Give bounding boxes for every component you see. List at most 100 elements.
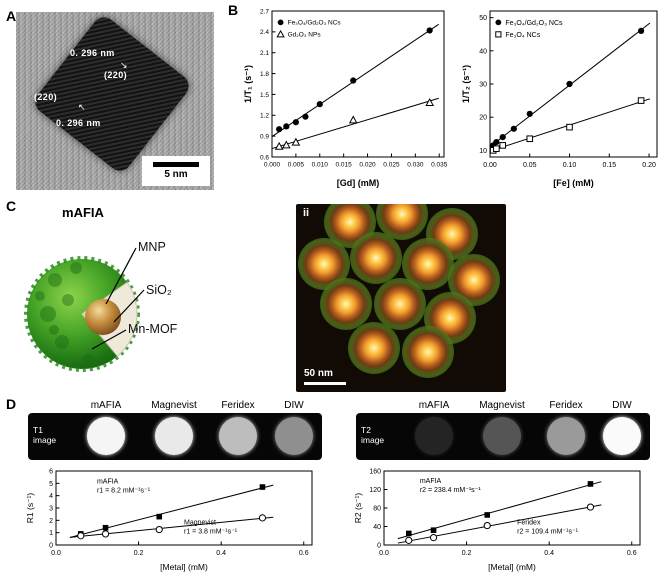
- plane-left-label: (220): [34, 92, 58, 102]
- t1-column-header: Magnevist: [151, 400, 197, 411]
- svg-text:1/T₁ (s⁻¹): 1/T₁ (s⁻¹): [243, 65, 253, 103]
- svg-text:40: 40: [479, 48, 487, 55]
- sio2-pointer-line: [113, 289, 145, 323]
- svg-text:0.020: 0.020: [359, 162, 376, 169]
- t1-column-header: DIW: [284, 400, 304, 411]
- svg-text:6: 6: [49, 469, 53, 476]
- mof-texture: [35, 262, 94, 366]
- svg-text:Magnevist: Magnevist: [184, 519, 216, 526]
- t2-column-header: Feridex: [549, 400, 583, 411]
- tem-image: 0. 296 nm (220) ↘ (220) ↖ 0. 296 nm 5 nm: [16, 12, 214, 190]
- svg-text:Fe₃O₄/Gd₂O₃ NCs: Fe₃O₄/Gd₂O₃ NCs: [288, 20, 342, 27]
- mri-well: [547, 417, 585, 455]
- svg-text:r1 = 3.8 mM⁻¹s⁻¹: r1 = 3.8 mM⁻¹s⁻¹: [184, 528, 238, 535]
- t2-phantom-strip: mAFIA Magnevist Feridex DIW T2 image: [356, 400, 650, 464]
- t2-row-label: T2 image: [361, 425, 385, 446]
- svg-text:10: 10: [479, 148, 487, 155]
- svg-text:0.035: 0.035: [431, 162, 448, 169]
- svg-text:0.010: 0.010: [312, 162, 329, 169]
- schematic-title: mAFIA: [62, 205, 104, 220]
- core-shell-nanoparticle: [320, 278, 372, 330]
- mri-well: [483, 417, 521, 455]
- svg-text:0.00: 0.00: [483, 162, 497, 169]
- micrograph-scale-bar-line: [304, 382, 346, 385]
- t1-phantom-strip: mAFIA Magnevist Feridex DIW T1 image: [28, 400, 322, 464]
- svg-text:Gd₂O₃ NPs: Gd₂O₃ NPs: [288, 32, 322, 39]
- svg-text:mAFIA: mAFIA: [97, 479, 119, 486]
- svg-text:[Metal] (mM): [Metal] (mM): [160, 562, 208, 572]
- svg-text:[Gd] (mM): [Gd] (mM): [337, 178, 380, 188]
- lattice-arrow-icon: ↘: [120, 60, 128, 70]
- mri-well: [275, 417, 313, 455]
- svg-text:0.6: 0.6: [627, 550, 637, 557]
- core-shell-nanoparticle: [402, 326, 454, 378]
- panel-c-label: C: [6, 198, 17, 214]
- svg-text:R1 (s⁻¹): R1 (s⁻¹): [25, 493, 35, 524]
- scale-bar-line: [153, 162, 199, 167]
- svg-text:20: 20: [479, 115, 487, 122]
- svg-text:0.025: 0.025: [383, 162, 400, 169]
- r1-relaxivity-chart: 0.0 0.2 0.4 0.6 0 1 2 3 4 5 6 [Metal] (mM) R1 (s⁻¹) m…: [25, 469, 313, 572]
- svg-text:80: 80: [373, 506, 381, 513]
- mri-well: [219, 417, 257, 455]
- svg-text:mAFIA: mAFIA: [420, 478, 442, 485]
- d-spacing-bottom-label: 0. 296 nm: [56, 118, 101, 128]
- svg-text:3: 3: [49, 506, 53, 513]
- panel-b-label: B: [228, 2, 239, 18]
- svg-text:Feridex: Feridex: [517, 519, 541, 526]
- svg-text:0.005: 0.005: [288, 162, 305, 169]
- panel-a-label: A: [6, 8, 17, 24]
- svg-text:[Metal] (mM): [Metal] (mM): [488, 562, 536, 572]
- t1-row-label: T1 image: [33, 425, 57, 446]
- svg-text:30: 30: [479, 82, 487, 89]
- svg-text:0.4: 0.4: [216, 550, 226, 557]
- svg-text:r1 = 8.2 mM⁻¹s⁻¹: r1 = 8.2 mM⁻¹s⁻¹: [97, 488, 151, 495]
- svg-text:0.6: 0.6: [299, 550, 309, 557]
- svg-text:0.015: 0.015: [336, 162, 353, 169]
- label-sio2: SiO₂: [146, 283, 172, 297]
- mri-well: [87, 417, 125, 455]
- panel-d-label: D: [6, 396, 17, 412]
- svg-text:R2 (s⁻¹): R2 (s⁻¹): [353, 493, 363, 524]
- svg-text:1.5: 1.5: [260, 92, 269, 99]
- svg-text:Fe₃O₄/Gd₂O₃ NCs: Fe₃O₄/Gd₂O₃ NCs: [505, 20, 563, 27]
- mnmof-pointer-line: [91, 329, 127, 350]
- tem-micrograph: ii 50 nm: [296, 204, 506, 392]
- mri-well: [155, 417, 193, 455]
- t1-column-header: Feridex: [221, 400, 255, 411]
- svg-text:0.2: 0.2: [462, 550, 472, 557]
- svg-text:160: 160: [369, 469, 381, 476]
- t2-column-header: mAFIA: [418, 400, 450, 411]
- mnp-pointer-line: [105, 247, 137, 305]
- svg-text:2.1: 2.1: [260, 50, 269, 57]
- svg-text:2.7: 2.7: [260, 8, 269, 15]
- svg-text:r2 = 109.4 mM⁻¹s⁻¹: r2 = 109.4 mM⁻¹s⁻¹: [517, 528, 579, 535]
- lattice-arrow-icon: ↖: [78, 102, 86, 112]
- label-mnp: MNP: [138, 240, 166, 254]
- svg-text:40: 40: [373, 524, 381, 531]
- micrograph-tag: ii: [303, 207, 310, 219]
- svg-text:120: 120: [369, 487, 381, 494]
- svg-text:2: 2: [49, 518, 53, 525]
- svg-text:Fe₃O₄ NCs: Fe₃O₄ NCs: [505, 32, 540, 39]
- svg-text:50: 50: [479, 15, 487, 22]
- svg-text:1: 1: [49, 530, 53, 537]
- svg-text:1.2: 1.2: [260, 113, 269, 120]
- svg-text:0.20: 0.20: [642, 162, 656, 169]
- svg-text:5: 5: [49, 481, 53, 488]
- svg-text:4: 4: [49, 493, 53, 500]
- t1-column-header: mAFIA: [90, 400, 122, 411]
- svg-text:0: 0: [49, 543, 53, 550]
- svg-text:0: 0: [377, 543, 381, 550]
- svg-text:0.10: 0.10: [563, 162, 577, 169]
- plane-top-label: (220): [104, 70, 128, 80]
- t1-mri-image: T1 image: [28, 413, 322, 460]
- core-shell-nanoparticle: [348, 322, 400, 374]
- d-spacing-top-label: 0. 296 nm: [70, 48, 115, 58]
- core-shell-nanoparticle: [350, 232, 402, 284]
- r2-relaxivity-chart: 0.0 0.2 0.4 0.6 0 40 80 120 160 [Metal] (mM) R2 (s…: [353, 469, 641, 572]
- label-mnmof: Mn-MOF: [128, 322, 178, 336]
- core-shell-nanoparticle: [374, 278, 426, 330]
- svg-text:[Fe] (mM): [Fe] (mM): [553, 178, 594, 188]
